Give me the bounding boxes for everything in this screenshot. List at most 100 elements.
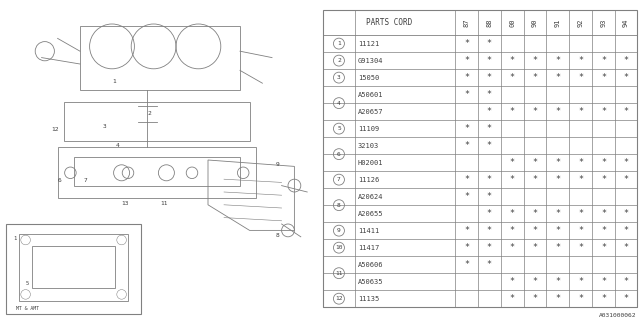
Text: *: *	[532, 158, 538, 167]
Text: *: *	[464, 141, 469, 150]
Text: *: *	[556, 73, 561, 82]
Text: *: *	[532, 56, 538, 65]
Text: *: *	[509, 209, 515, 218]
Text: *: *	[579, 73, 583, 82]
Text: *: *	[487, 175, 492, 184]
Text: *: *	[532, 243, 538, 252]
Text: *: *	[487, 260, 492, 269]
Text: A50601: A50601	[358, 92, 383, 98]
Text: 87: 87	[463, 18, 469, 27]
Text: 4: 4	[115, 143, 119, 148]
Text: *: *	[487, 39, 492, 48]
Text: 8: 8	[275, 233, 279, 238]
Text: *: *	[556, 158, 561, 167]
Text: 11121: 11121	[358, 41, 379, 47]
Text: 3: 3	[337, 75, 341, 80]
Text: *: *	[579, 107, 583, 116]
Text: *: *	[579, 175, 583, 184]
Text: *: *	[623, 73, 628, 82]
Text: 11135: 11135	[358, 296, 379, 302]
Text: 94: 94	[623, 18, 629, 27]
Text: 88: 88	[486, 18, 492, 27]
Text: 9: 9	[337, 228, 341, 233]
Text: *: *	[532, 226, 538, 235]
Text: *: *	[532, 277, 538, 286]
Text: *: *	[464, 124, 469, 133]
Text: H02001: H02001	[358, 160, 383, 166]
Text: 90: 90	[532, 18, 538, 27]
Text: A20655: A20655	[358, 211, 383, 217]
Text: *: *	[556, 175, 561, 184]
Text: *: *	[487, 124, 492, 133]
Text: *: *	[532, 175, 538, 184]
Text: *: *	[601, 158, 606, 167]
Text: *: *	[509, 243, 515, 252]
Text: 2: 2	[147, 111, 151, 116]
Text: *: *	[623, 226, 628, 235]
Text: 6: 6	[58, 179, 61, 183]
Text: PARTS CORD: PARTS CORD	[366, 18, 412, 27]
Text: 10: 10	[335, 245, 342, 250]
Text: *: *	[556, 277, 561, 286]
Text: *: *	[601, 243, 606, 252]
Text: *: *	[556, 226, 561, 235]
Text: *: *	[601, 107, 606, 116]
Text: 11417: 11417	[358, 245, 379, 251]
Text: 00: 00	[509, 18, 515, 27]
Text: *: *	[509, 73, 515, 82]
Text: *: *	[601, 277, 606, 286]
Text: 15050: 15050	[358, 75, 379, 81]
Text: *: *	[509, 294, 515, 303]
Text: *: *	[532, 73, 538, 82]
Text: *: *	[556, 107, 561, 116]
Text: 12: 12	[335, 296, 342, 301]
Text: *: *	[579, 294, 583, 303]
Text: A031000062: A031000062	[599, 313, 637, 318]
Text: *: *	[623, 277, 628, 286]
Text: *: *	[556, 294, 561, 303]
Text: *: *	[464, 73, 469, 82]
Text: *: *	[556, 56, 561, 65]
Text: *: *	[601, 226, 606, 235]
Text: 5: 5	[337, 126, 341, 131]
Text: *: *	[623, 209, 628, 218]
Text: *: *	[623, 175, 628, 184]
Text: 32103: 32103	[358, 143, 379, 149]
Text: *: *	[487, 141, 492, 150]
Text: 7: 7	[83, 179, 87, 183]
Text: *: *	[579, 56, 583, 65]
Text: *: *	[487, 90, 492, 99]
Text: *: *	[487, 243, 492, 252]
Text: 12: 12	[51, 127, 59, 132]
Text: G91304: G91304	[358, 58, 383, 64]
Text: *: *	[579, 277, 583, 286]
Text: *: *	[601, 209, 606, 218]
Text: A20657: A20657	[358, 108, 383, 115]
Text: A50606: A50606	[358, 262, 383, 268]
Text: 13: 13	[122, 201, 129, 206]
Text: *: *	[532, 294, 538, 303]
Text: 1: 1	[112, 79, 116, 84]
Text: *: *	[487, 56, 492, 65]
Text: *: *	[487, 192, 492, 201]
Text: *: *	[579, 243, 583, 252]
Text: *: *	[464, 226, 469, 235]
Text: *: *	[509, 107, 515, 116]
Text: 11126: 11126	[358, 177, 379, 183]
Text: *: *	[601, 175, 606, 184]
Text: *: *	[556, 209, 561, 218]
Text: *: *	[509, 158, 515, 167]
Text: *: *	[579, 158, 583, 167]
Text: *: *	[579, 226, 583, 235]
Text: *: *	[464, 192, 469, 201]
Text: *: *	[509, 56, 515, 65]
Text: 93: 93	[601, 18, 607, 27]
Text: 91: 91	[555, 18, 561, 27]
Text: 11: 11	[160, 201, 168, 206]
Text: *: *	[623, 56, 628, 65]
Text: *: *	[601, 73, 606, 82]
Text: *: *	[579, 209, 583, 218]
Text: *: *	[464, 56, 469, 65]
Text: 11109: 11109	[358, 126, 379, 132]
Text: *: *	[487, 226, 492, 235]
